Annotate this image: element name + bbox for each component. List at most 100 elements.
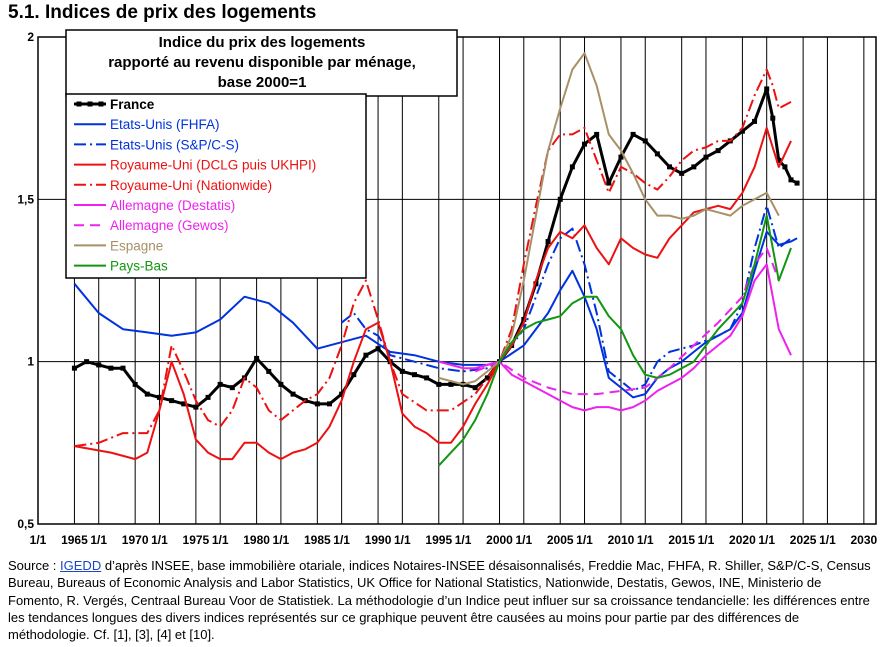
x-tick-label: 1965 — [61, 533, 88, 547]
x-tick-label: 1/1 — [637, 533, 654, 547]
chart-title-line-1: Indice du prix des logements — [159, 34, 366, 51]
legend-label: Pays-Bas — [110, 259, 168, 274]
data-point — [436, 381, 442, 387]
x-tick-label: 2020 — [729, 533, 756, 547]
series-group — [71, 52, 800, 467]
x-tick-label: 1970 — [122, 533, 149, 547]
legend-label: Allemagne (Destatis) — [110, 198, 235, 213]
data-point — [84, 359, 90, 365]
x-tick-label: 1/1 — [698, 533, 715, 547]
data-point — [290, 391, 296, 397]
legend-label: Allemagne (Gewos) — [110, 218, 229, 233]
y-tick-label: 0,5 — [17, 517, 34, 531]
y-axis: 0,5 1 1,5 2 — [17, 30, 34, 531]
legend-label: Etats-Unis (S&P/C-S) — [110, 137, 239, 152]
data-point — [120, 365, 126, 371]
legend-label: Royaume-Uni (Nationwide) — [110, 178, 272, 193]
data-point — [193, 404, 199, 410]
legend-marker — [98, 101, 104, 107]
data-point — [181, 401, 187, 407]
data-point — [169, 398, 175, 404]
legend-label: Espagne — [110, 238, 163, 253]
data-point — [752, 118, 758, 124]
data-point — [205, 394, 211, 400]
data-point — [472, 385, 478, 391]
x-tick-label: 1/1 — [455, 533, 472, 547]
x-tick-label: 1/1 — [90, 533, 107, 547]
data-point — [156, 394, 162, 400]
data-point — [715, 148, 721, 154]
data-point — [314, 401, 320, 407]
chart-title-line-2: rapporté au revenu disponible par ménage… — [108, 54, 416, 71]
x-tick-label: 1/1 — [515, 533, 532, 547]
legend-frame — [65, 93, 367, 279]
data-point — [618, 154, 624, 160]
legend-label: Royaume-Uni (DCLG puis UKHPI) — [110, 158, 316, 173]
x-tick-label: 1/1 — [212, 533, 229, 547]
x-tick-label: 1/1 — [758, 533, 775, 547]
x-tick-label: 1/1 — [576, 533, 593, 547]
data-point — [278, 381, 284, 387]
source-text: d’après INSEE, base immobilière otariale… — [8, 558, 871, 643]
x-axis: 1/1 1965 1/1 1970 1/1 1975 1/1 1980 1/1 1985 1/1 19… — [30, 533, 878, 547]
source-prefix: Source : — [8, 558, 61, 573]
data-point — [776, 157, 782, 163]
x-tick-label: 2030 — [851, 533, 878, 547]
legend-marker — [87, 101, 93, 107]
data-point — [132, 381, 138, 387]
data-point — [144, 391, 150, 397]
data-point — [363, 352, 369, 358]
data-point — [254, 355, 260, 361]
x-tick-label: 1/1 — [394, 533, 411, 547]
data-point — [108, 365, 114, 371]
data-point — [764, 86, 770, 92]
chart: 0,511,52 1/1 1965 1/1 1970 1/1 1975 1/1 1980 1/1… — [17, 29, 878, 547]
x-tick-label: 2010 — [608, 533, 635, 547]
data-point — [411, 372, 417, 378]
data-point — [654, 151, 660, 157]
data-point — [794, 180, 800, 186]
x-tick-label: 2005 — [547, 533, 574, 547]
x-tick-label: 2015 — [668, 533, 695, 547]
x-tick-label: 1/1 — [333, 533, 350, 547]
legend-marker — [76, 101, 82, 107]
chart-title-line-3: base 2000=1 — [218, 74, 307, 91]
series-line-pays-bas — [438, 214, 792, 467]
data-point — [229, 385, 235, 391]
x-tick-label: 1/1 — [273, 533, 290, 547]
data-point — [557, 196, 563, 202]
y-tick-label: 2 — [27, 30, 34, 44]
data-point — [630, 131, 636, 137]
x-tick-label: 1/1 — [151, 533, 168, 547]
data-point — [606, 180, 612, 186]
data-point — [326, 401, 332, 407]
data-point — [545, 239, 551, 245]
x-tick-label: 1975 — [183, 533, 210, 547]
y-tick-label: 1 — [27, 355, 34, 369]
x-tick-label: 2025 — [790, 533, 817, 547]
data-point — [71, 365, 77, 371]
data-point — [691, 164, 697, 170]
data-point — [399, 368, 405, 374]
data-point — [739, 128, 745, 134]
data-point — [448, 381, 454, 387]
series-line-etats-unis-s-p-c-s — [340, 204, 792, 392]
x-tick-label: 1980 — [243, 533, 270, 547]
data-point — [339, 391, 345, 397]
data-point — [217, 381, 223, 387]
data-point — [703, 154, 709, 160]
series-line-royaume-uni-dclg-puis-ukhpi — [74, 126, 792, 461]
legend-label: France — [110, 97, 155, 112]
legend: France Etats-Unis (FHFA) Etats-Unis (S&P/C… — [65, 93, 367, 279]
data-point — [667, 164, 673, 170]
data-point — [375, 346, 381, 352]
data-point — [484, 375, 490, 381]
data-point — [424, 375, 430, 381]
x-tick-label: 1985 — [304, 533, 331, 547]
data-point — [788, 177, 794, 183]
source-link[interactable]: IGEDD — [60, 558, 102, 573]
y-tick-label: 1,5 — [17, 192, 34, 206]
data-point — [266, 368, 272, 374]
page-title: 5.1. Indices de prix des logements — [8, 2, 317, 23]
x-tick-label: 1/1 — [30, 533, 47, 547]
